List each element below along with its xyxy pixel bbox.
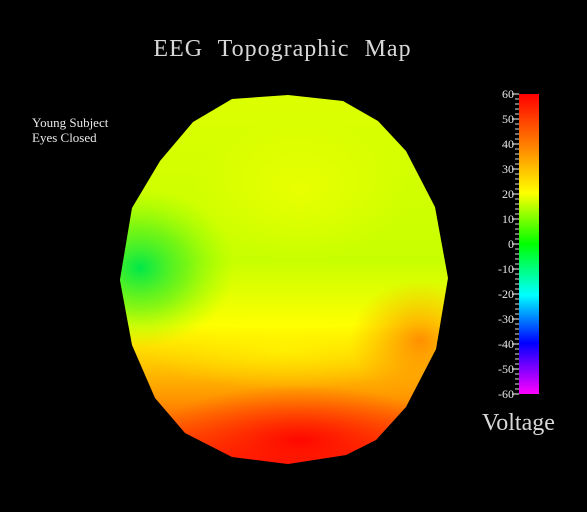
voltage-colorbar: 60 50 40 30 20 10 0 -10 -20 -30 -40 -50 -60 [498,87,539,401]
scalp-surface [120,95,448,464]
colorbar-tick-label: -10 [498,262,514,276]
colorbar-gradient [519,94,539,394]
colorbar-ticks: 60 50 40 30 20 10 0 -10 -20 -30 -40 -50 -60 [498,87,519,401]
colorbar-tick-label: 10 [502,212,514,226]
colorbar-tick-label: -30 [498,312,514,326]
colorbar-tick-label: -40 [498,337,514,351]
annotation-line-subject: Young Subject [32,115,109,130]
subject-annotation: Young Subject Eyes Closed [32,115,108,145]
chart-title: EEG Topographic Map [153,36,412,62]
colorbar-caption: Voltage [482,410,555,436]
colorbar-tick-label: 30 [502,162,514,176]
colorbar-tick-label: 40 [502,137,514,151]
colorbar-tick-label: -60 [498,387,514,401]
colorbar-tick-label: 60 [502,87,514,101]
annotation-line-condition: Eyes Closed [32,130,97,145]
colorbar-tick-label: -20 [498,287,514,301]
colorbar-tick-label: 50 [502,112,514,126]
colorbar-tick-label: -50 [498,362,514,376]
colorbar-tick-label: 20 [502,187,514,201]
colorbar-tick-label: 0 [508,237,514,251]
